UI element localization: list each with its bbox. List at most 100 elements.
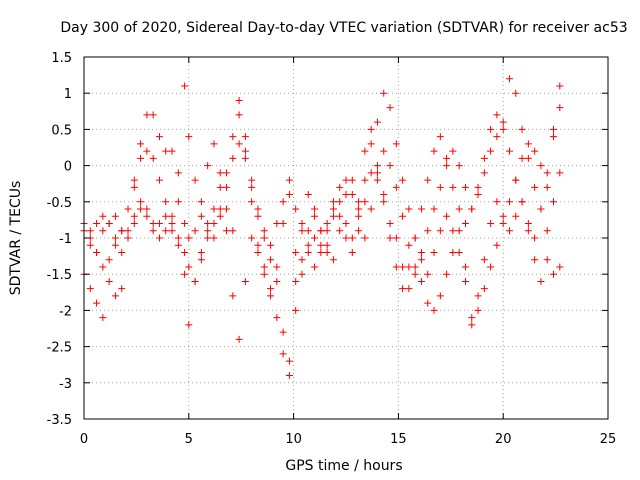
data-point bbox=[137, 154, 145, 162]
data-point bbox=[436, 292, 444, 300]
series-trace-a bbox=[80, 82, 564, 380]
data-point bbox=[248, 183, 256, 191]
data-point bbox=[342, 191, 350, 199]
data-point bbox=[336, 198, 344, 206]
data-point bbox=[86, 227, 94, 235]
data-point bbox=[342, 220, 350, 228]
x-tick-label: 20 bbox=[495, 432, 512, 447]
x-tick-label: 10 bbox=[285, 432, 302, 447]
data-point bbox=[304, 227, 312, 235]
data-point bbox=[361, 198, 369, 206]
data-point bbox=[392, 234, 400, 242]
data-point bbox=[137, 205, 145, 213]
data-point bbox=[260, 263, 268, 271]
data-point bbox=[317, 248, 325, 256]
data-point bbox=[543, 183, 551, 191]
data-point bbox=[430, 248, 438, 256]
data-point bbox=[543, 256, 551, 264]
data-point bbox=[405, 285, 413, 293]
data-point bbox=[304, 241, 312, 249]
data-point bbox=[550, 270, 558, 278]
data-point bbox=[480, 169, 488, 177]
data-point bbox=[298, 220, 306, 228]
data-point bbox=[424, 176, 432, 184]
data-point bbox=[216, 183, 224, 191]
x-tick-label: 5 bbox=[185, 432, 193, 447]
data-point bbox=[355, 205, 363, 213]
data-point bbox=[235, 96, 243, 104]
data-point bbox=[197, 248, 205, 256]
data-point bbox=[111, 212, 119, 220]
data-point bbox=[355, 198, 363, 206]
data-point bbox=[373, 118, 381, 126]
data-point bbox=[505, 227, 513, 235]
data-point bbox=[155, 220, 163, 228]
data-point bbox=[392, 183, 400, 191]
data-point bbox=[499, 212, 507, 220]
data-point bbox=[367, 140, 375, 148]
data-point bbox=[443, 270, 451, 278]
data-point bbox=[149, 220, 157, 228]
data-point bbox=[449, 147, 457, 155]
data-point bbox=[461, 183, 469, 191]
data-point bbox=[210, 205, 218, 213]
data-point bbox=[181, 248, 189, 256]
data-point bbox=[260, 270, 268, 278]
data-point bbox=[191, 277, 199, 285]
data-point bbox=[367, 169, 375, 177]
data-point bbox=[386, 220, 394, 228]
data-point bbox=[168, 227, 176, 235]
data-point bbox=[518, 198, 526, 206]
data-point bbox=[241, 147, 249, 155]
x-tick-label: 15 bbox=[390, 432, 407, 447]
data-point bbox=[197, 256, 205, 264]
data-point bbox=[461, 277, 469, 285]
data-point bbox=[210, 220, 218, 228]
data-point bbox=[105, 220, 113, 228]
y-tick-label: -0.5 bbox=[47, 196, 72, 211]
data-point bbox=[105, 277, 113, 285]
data-point bbox=[223, 183, 231, 191]
y-tick-label: -1 bbox=[59, 232, 72, 247]
data-point bbox=[216, 205, 224, 213]
data-point bbox=[361, 147, 369, 155]
data-point bbox=[130, 220, 138, 228]
data-point bbox=[487, 125, 495, 133]
data-point bbox=[455, 162, 463, 170]
data-point bbox=[505, 147, 513, 155]
data-point bbox=[380, 147, 388, 155]
data-point bbox=[118, 227, 126, 235]
data-point bbox=[405, 205, 413, 213]
data-point bbox=[216, 212, 224, 220]
data-point bbox=[223, 205, 231, 213]
data-point bbox=[273, 263, 281, 271]
data-point bbox=[399, 176, 407, 184]
y-tick-label: -3 bbox=[59, 377, 72, 392]
data-point bbox=[556, 82, 564, 90]
data-point bbox=[279, 350, 287, 358]
data-point bbox=[99, 227, 107, 235]
data-point bbox=[550, 133, 558, 141]
data-point bbox=[235, 111, 243, 119]
data-point bbox=[474, 292, 482, 300]
data-point bbox=[149, 154, 157, 162]
data-point bbox=[455, 248, 463, 256]
data-point bbox=[386, 104, 394, 112]
data-point bbox=[537, 162, 545, 170]
data-point bbox=[480, 154, 488, 162]
x-tick-labels: 0 5 10 15 20 25 bbox=[80, 432, 616, 447]
data-point bbox=[342, 176, 350, 184]
data-point bbox=[512, 89, 520, 97]
data-point bbox=[248, 234, 256, 242]
data-point bbox=[336, 227, 344, 235]
data-point bbox=[254, 212, 262, 220]
data-point bbox=[137, 140, 145, 148]
y-tick-label: 1.5 bbox=[51, 51, 72, 66]
data-point bbox=[417, 277, 425, 285]
data-point bbox=[181, 270, 189, 278]
data-point bbox=[518, 154, 526, 162]
data-point bbox=[436, 227, 444, 235]
data-point bbox=[223, 169, 231, 177]
data-point bbox=[292, 205, 300, 213]
data-point bbox=[543, 169, 551, 177]
